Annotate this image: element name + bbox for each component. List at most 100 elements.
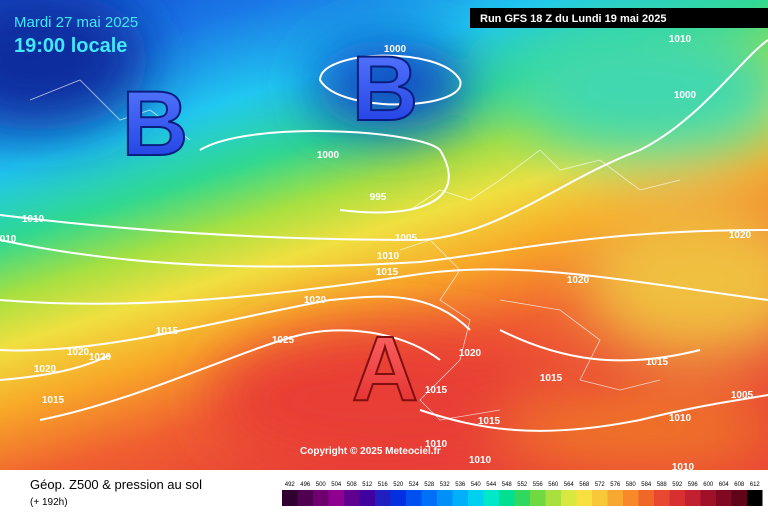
scale-swatch (390, 490, 406, 506)
isobar-label: 1025 (272, 335, 295, 346)
isobar-label: 1010 (425, 439, 448, 450)
scale-swatch (607, 490, 623, 506)
scale-swatch (669, 490, 685, 506)
isobar-label: 1020 (459, 348, 482, 359)
scale-label: 536 (455, 482, 466, 488)
isobar-label: 1020 (89, 352, 112, 363)
scale-swatch (437, 490, 453, 506)
isobar-label: 1015 (540, 373, 563, 384)
scale-label: 516 (378, 482, 389, 488)
scale-swatch (514, 490, 530, 506)
scale-label: 556 (533, 482, 544, 488)
isobar-label: 1015 (156, 326, 179, 337)
run-label: Run GFS 18 Z du Lundi 19 mai 2025 (480, 13, 666, 25)
scale-label: 592 (672, 482, 683, 488)
scale-swatch (530, 490, 546, 506)
scale-swatch (344, 490, 360, 506)
isobars (0, 39, 768, 432)
scale-label: 584 (641, 482, 652, 488)
isobar-label: 1015 (478, 416, 501, 427)
pressure-center: B (352, 38, 418, 140)
scale-label: 508 (347, 482, 358, 488)
scale-swatch (406, 490, 422, 506)
scale-label: 496 (300, 482, 311, 488)
scale-label: 588 (657, 482, 668, 488)
scale-label: 612 (750, 482, 761, 488)
scale-label: 608 (734, 482, 745, 488)
scale-label: 492 (285, 482, 296, 488)
isobar-label: 1010 (377, 251, 400, 262)
isobar-label: 1020 (304, 295, 327, 306)
scale-label: 512 (362, 482, 373, 488)
scale-swatch (468, 490, 484, 506)
scale-label: 532 (440, 482, 451, 488)
scale-swatch (375, 490, 391, 506)
scale-swatch (623, 490, 639, 506)
isobar-label: 1000 (674, 90, 697, 101)
scale-swatch (654, 490, 670, 506)
isobar-label: 1020 (67, 347, 90, 358)
pressure-center: B (122, 73, 188, 175)
date-label: Mardi 27 mai 2025 (14, 14, 138, 31)
scale-swatch (638, 490, 654, 506)
footer-lead: (+ 192h) (30, 497, 68, 508)
scale-swatch (747, 490, 763, 506)
scale-swatch (592, 490, 608, 506)
scale-label: 596 (688, 482, 699, 488)
scale-label: 504 (331, 482, 342, 488)
scale-swatch (545, 490, 561, 506)
scale-label: 520 (393, 482, 404, 488)
scale-swatch (359, 490, 375, 506)
isobar-label: 1005 (395, 233, 418, 244)
isobar-label: 1005 (731, 390, 754, 401)
scale-label: 524 (409, 482, 420, 488)
isobar-label: 1015 (42, 395, 65, 406)
color-scale: 492 496 500 504 508 512 516 520 524 528 532 536 540 5… (282, 482, 763, 506)
scale-label: 528 (424, 482, 435, 488)
scale-label: 568 (579, 482, 590, 488)
scale-swatch (700, 490, 716, 506)
isobar-label: 1015 (646, 357, 669, 368)
scale-label: 552 (517, 482, 528, 488)
scale-label: 604 (719, 482, 730, 488)
scale-swatch (576, 490, 592, 506)
isobar-label: 1020 (34, 364, 57, 375)
isobar-label: 1010 (22, 214, 45, 225)
scale-label: 544 (486, 482, 497, 488)
scale-label: 576 (610, 482, 621, 488)
isobar-label: 1010 (669, 413, 692, 424)
scale-label: 600 (703, 482, 714, 488)
scale-swatch (421, 490, 437, 506)
isobar-label: 010 (0, 234, 17, 245)
pressure-center: A (352, 318, 418, 420)
footer-title: Géop. Z500 & pression au sol (30, 477, 202, 492)
scale-swatch (561, 490, 577, 506)
isobar-label: 1020 (567, 275, 590, 286)
isobar-label: 995 (370, 192, 387, 203)
isobar-labels: 1000 1010 1000 1000 995 1010 010 1020 1005 1010 10… (0, 34, 754, 473)
run-bar (470, 8, 768, 28)
scale-label: 580 (626, 482, 637, 488)
isobar-label: 1010 (469, 455, 492, 466)
scale-label: 564 (564, 482, 575, 488)
copyright: Copyright © 2025 Meteociel.fr (300, 446, 441, 457)
scale-swatch (328, 490, 344, 506)
scale-label: 540 (471, 482, 482, 488)
isobar-label: 1000 (317, 150, 340, 161)
scale-swatch (483, 490, 499, 506)
scale-swatch (297, 490, 313, 506)
isobar-label: 1000 (384, 44, 407, 55)
isobar-label: 1015 (376, 267, 399, 278)
isobar-label: 1015 (425, 385, 448, 396)
scale-swatch (716, 490, 732, 506)
coastlines (29, 79, 681, 421)
time-label: 19:00 locale (14, 35, 127, 57)
isobar-label: 1010 (669, 34, 692, 45)
scale-swatch (685, 490, 701, 506)
pressure-centers: B B A (121, 37, 419, 421)
scale-label: 560 (548, 482, 559, 488)
scale-swatch (282, 490, 298, 506)
scale-label: 548 (502, 482, 513, 488)
scale-swatch (499, 490, 515, 506)
